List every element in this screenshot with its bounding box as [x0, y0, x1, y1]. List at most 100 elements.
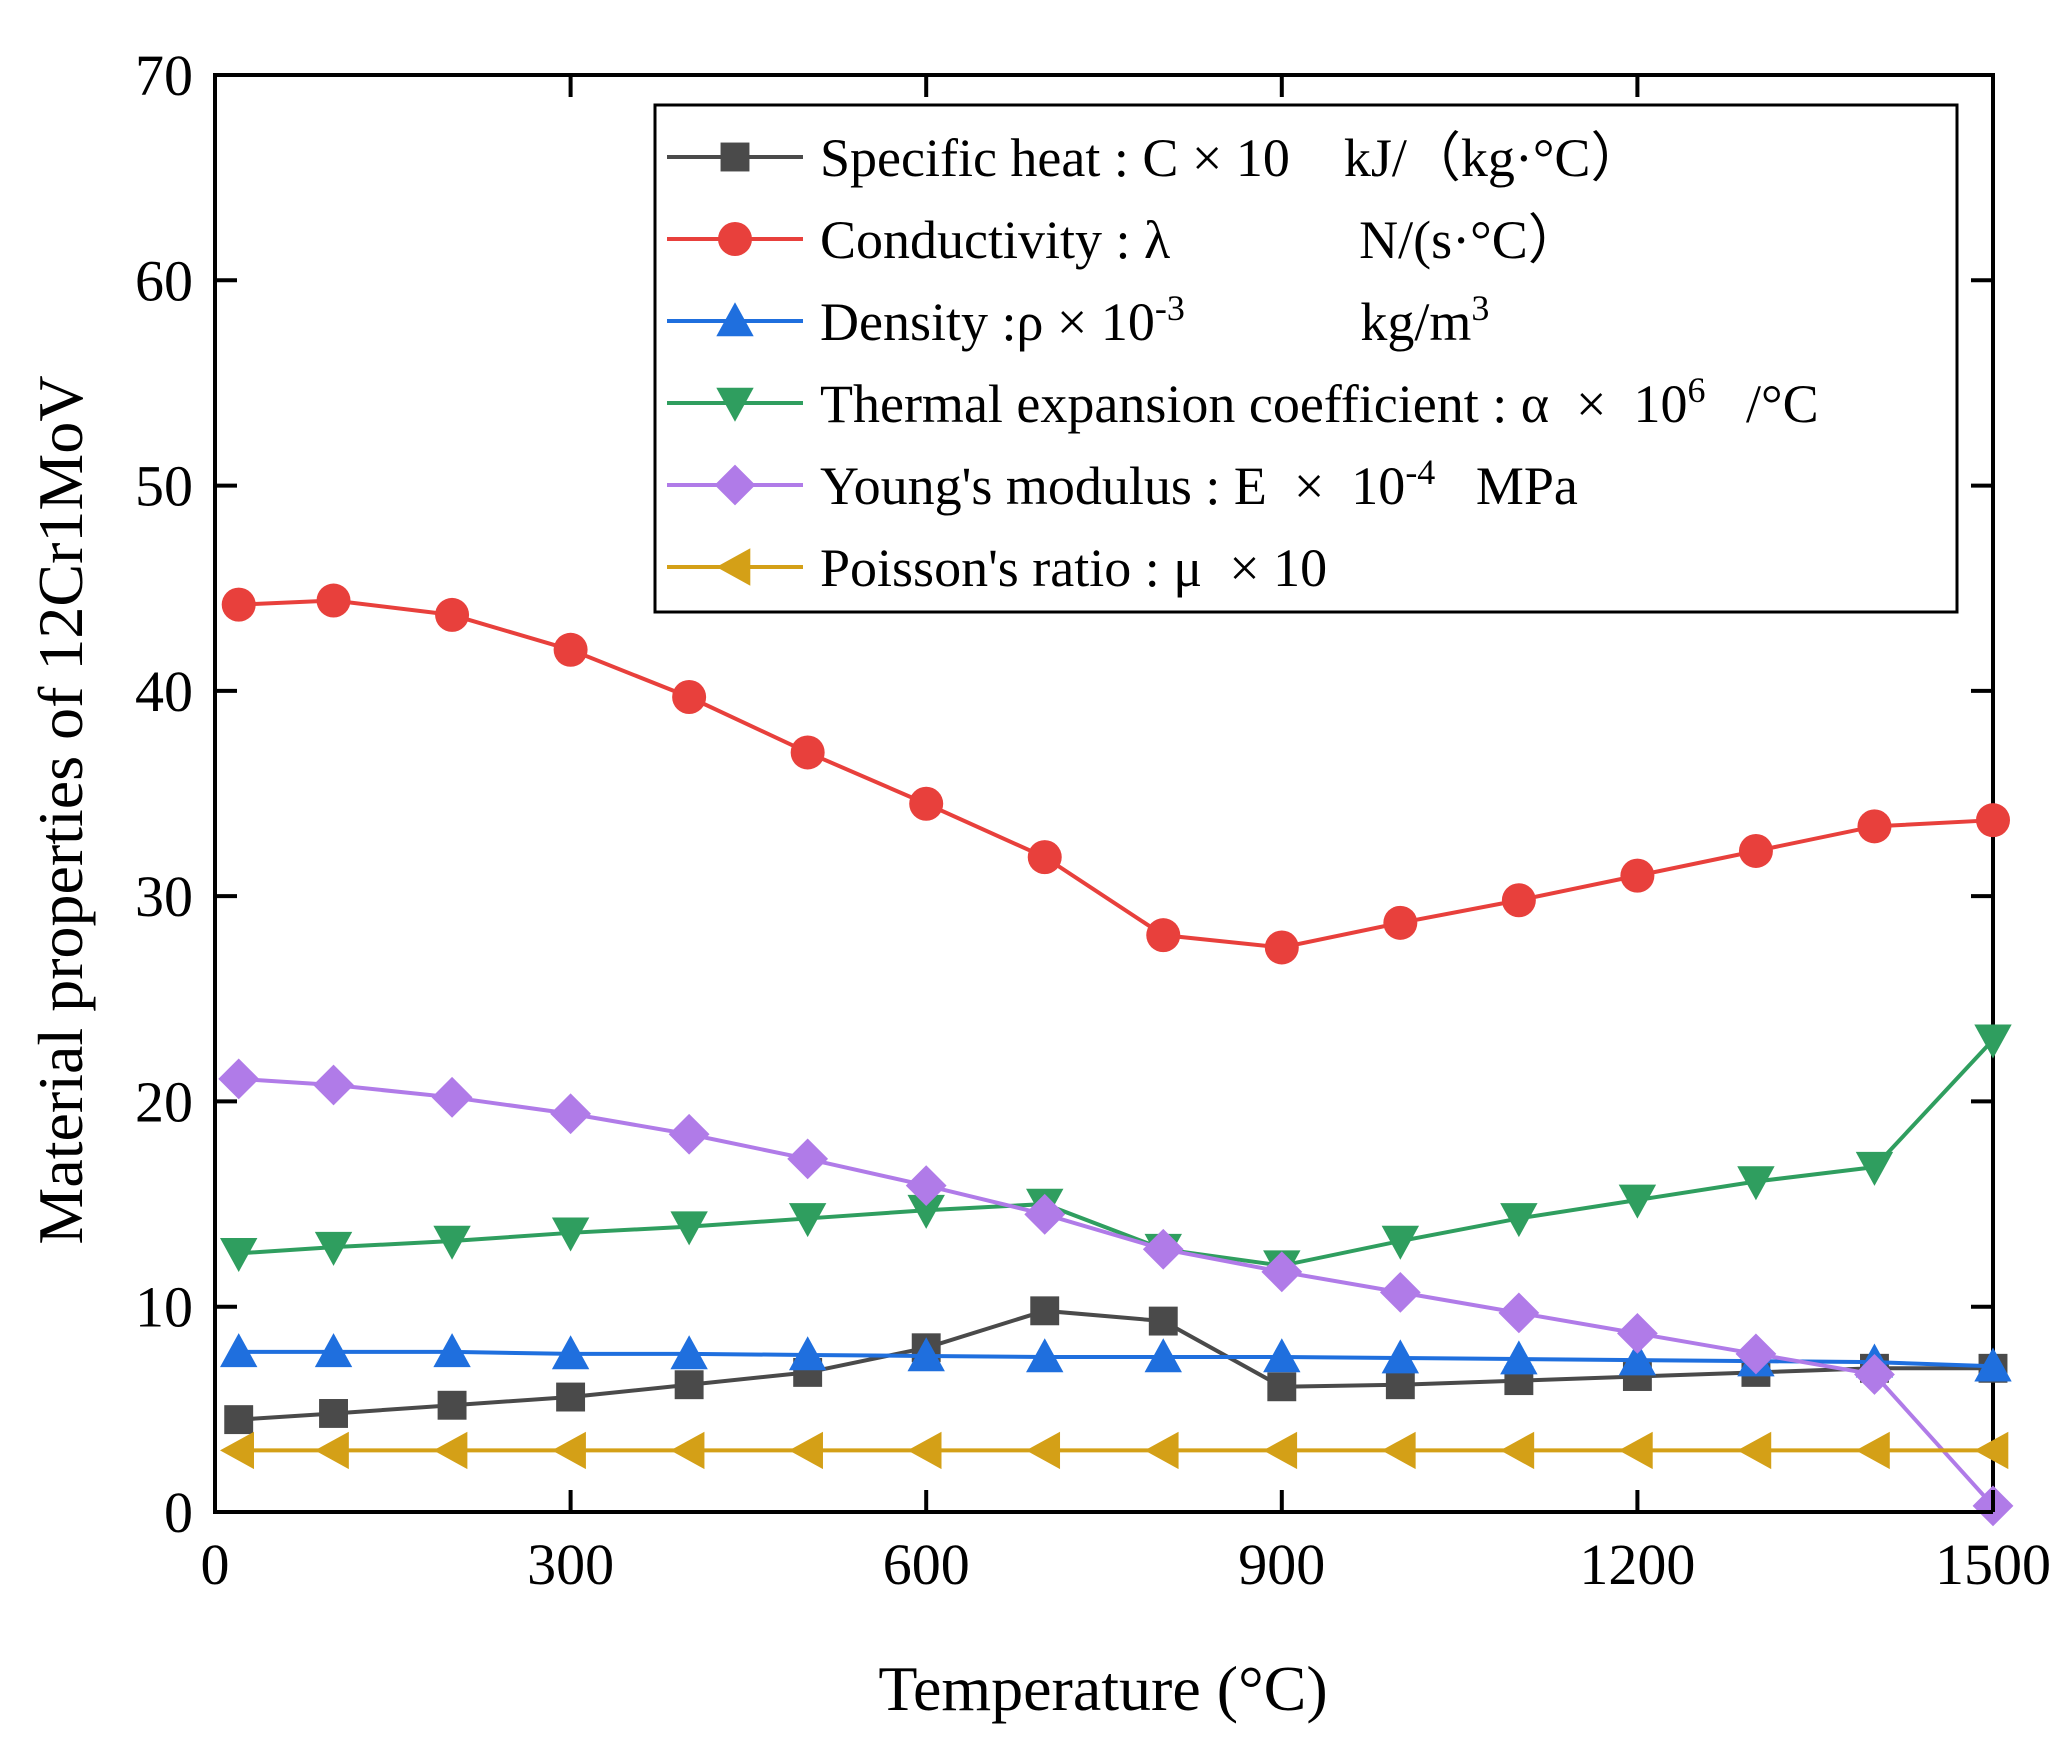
data-point-poisson-s-ratio	[907, 1431, 942, 1470]
data-point-density	[314, 1333, 353, 1368]
data-point-young-s-modulus	[1498, 1292, 1540, 1334]
data-point-density	[788, 1336, 827, 1371]
data-point-poisson-s-ratio	[220, 1431, 255, 1470]
y-tick-label: 10	[135, 1275, 193, 1340]
data-point-density	[670, 1335, 708, 1370]
data-point-density	[433, 1333, 471, 1368]
data-point-density	[1500, 1340, 1538, 1375]
data-point-conductivity	[909, 786, 944, 821]
legend-label: Density :ρ × 10-3 kg/m3	[820, 288, 1489, 352]
data-point-young-s-modulus	[1617, 1313, 1658, 1354]
legend-text-part: Density :ρ × 10	[820, 292, 1155, 352]
data-point-specific-heat	[1385, 1370, 1415, 1400]
x-tick-label: 0	[201, 1532, 230, 1597]
series-specific-heat	[224, 1296, 2008, 1435]
series-line-density	[238, 1349, 1994, 1369]
data-point-density	[551, 1335, 590, 1370]
x-tick-label: 600	[883, 1532, 970, 1597]
legend-superscript: 6	[1687, 370, 1705, 410]
data-point-thermal-expansion-coefficient	[1974, 1024, 2012, 1059]
legend-text-part: Poisson's ratio : μ × 10	[820, 538, 1327, 598]
series-young-s-modulus	[218, 1058, 2014, 1527]
data-point-specific-heat	[319, 1399, 348, 1428]
legend-item-thermal-expansion-coefficient: Thermal expansion coefficient : α × 106 …	[667, 370, 1819, 434]
axes: 0 300 600 900 1200 1500 0 10 20 30 40 50 60 70	[135, 43, 2051, 1597]
data-point-conductivity	[1027, 840, 1062, 875]
data-point-conductivity	[1501, 883, 1536, 918]
data-point-poisson-s-ratio	[1026, 1431, 1061, 1470]
data-point-thermal-expansion-coefficient	[220, 1238, 258, 1273]
legend-text-part: MPa	[1435, 456, 1578, 516]
x-tick-label: 300	[527, 1532, 614, 1597]
legend-item-conductivity: Conductivity : λ N/(s·°C）	[667, 210, 1582, 270]
data-point-conductivity	[1976, 803, 2010, 838]
data-point-specific-heat	[1030, 1296, 1060, 1326]
data-point-specific-heat	[674, 1370, 704, 1400]
series-line-specific-heat	[238, 1308, 1993, 1422]
y-tick-label: 0	[164, 1480, 193, 1545]
data-point-density	[1618, 1341, 1657, 1376]
data-point-poisson-s-ratio	[433, 1431, 468, 1470]
legend-item-poisson-s-ratio: Poisson's ratio : μ × 10	[667, 538, 1327, 598]
data-point-poisson-s-ratio	[314, 1431, 349, 1470]
series-line-thermal-expansion-coefficient	[238, 1038, 1995, 1268]
x-axis-title: Temperature (°C)	[878, 1653, 1327, 1724]
data-point-specific-heat	[224, 1405, 254, 1435]
data-point-young-s-modulus	[550, 1093, 591, 1135]
legend-label: Specific heat : C × 10 kJ/（kg·°C）	[820, 128, 1644, 188]
data-point-young-s-modulus	[905, 1165, 947, 1206]
data-point-young-s-modulus	[218, 1058, 260, 1100]
legend-item-density: Density :ρ × 10-3 kg/m3	[667, 288, 1489, 352]
data-point-young-s-modulus	[431, 1076, 473, 1118]
plot-frame	[213, 73, 1995, 1514]
legend-item-young-s-modulus: Young's modulus : E × 10-4 MPa	[667, 452, 1578, 516]
data-point-conductivity	[1383, 905, 1418, 940]
data-point-young-s-modulus	[313, 1064, 354, 1106]
series-layer	[218, 583, 2014, 1527]
data-point-conductivity	[790, 735, 825, 770]
y-tick-label: 40	[135, 659, 193, 724]
plot-area	[213, 73, 1995, 1514]
data-point-specific-heat	[437, 1390, 467, 1420]
data-point-specific-heat	[1267, 1372, 1297, 1402]
legend-item-specific-heat: Specific heat : C × 10 kJ/（kg·°C）	[667, 128, 1644, 188]
legend-superscript: 3	[1471, 288, 1489, 328]
data-point-thermal-expansion-coefficient	[1855, 1151, 1894, 1186]
data-point-poisson-s-ratio	[1144, 1431, 1179, 1470]
data-point-poisson-s-ratio	[1974, 1431, 2009, 1470]
data-point-poisson-s-ratio	[1500, 1431, 1535, 1470]
data-point-conductivity	[1264, 930, 1299, 965]
data-point-young-s-modulus	[1261, 1251, 1303, 1293]
y-tick-label: 30	[135, 864, 193, 929]
data-point-density	[1026, 1338, 1064, 1373]
data-point-conductivity	[1857, 809, 1892, 844]
legend-text-part: Specific heat : C × 10 kJ/（kg·°C）	[820, 128, 1644, 188]
data-point-specific-heat	[556, 1382, 586, 1412]
data-point-density	[1144, 1338, 1182, 1373]
legend-marker	[716, 548, 751, 586]
legend-marker	[714, 464, 756, 506]
legend-text-part: Conductivity : λ N/(s·°C）	[820, 210, 1582, 270]
series-line-conductivity	[238, 598, 1994, 950]
data-point-thermal-expansion-coefficient	[314, 1231, 353, 1266]
series-thermal-expansion-coefficient	[220, 1024, 2012, 1285]
legend-marker	[716, 387, 754, 422]
legend-marker	[720, 142, 750, 172]
legend-text-part: Thermal expansion coefficient : α × 10	[820, 374, 1687, 434]
y-tick-label: 50	[135, 454, 193, 519]
data-point-specific-heat	[1148, 1306, 1178, 1336]
data-point-young-s-modulus	[1142, 1228, 1184, 1270]
legend-box	[653, 103, 1959, 614]
data-point-density	[1263, 1338, 1301, 1373]
data-point-thermal-expansion-coefficient	[907, 1194, 945, 1229]
data-point-poisson-s-ratio	[1618, 1431, 1653, 1470]
data-point-thermal-expansion-coefficient	[1618, 1184, 1657, 1219]
data-point-young-s-modulus	[1854, 1354, 1895, 1395]
data-point-thermal-expansion-coefficient	[1381, 1225, 1420, 1260]
data-point-thermal-expansion-coefficient	[1737, 1166, 1775, 1201]
data-point-young-s-modulus	[1379, 1271, 1421, 1313]
data-point-poisson-s-ratio	[670, 1431, 705, 1470]
data-point-density	[220, 1333, 258, 1368]
legend-label: Poisson's ratio : μ × 10	[820, 538, 1327, 598]
